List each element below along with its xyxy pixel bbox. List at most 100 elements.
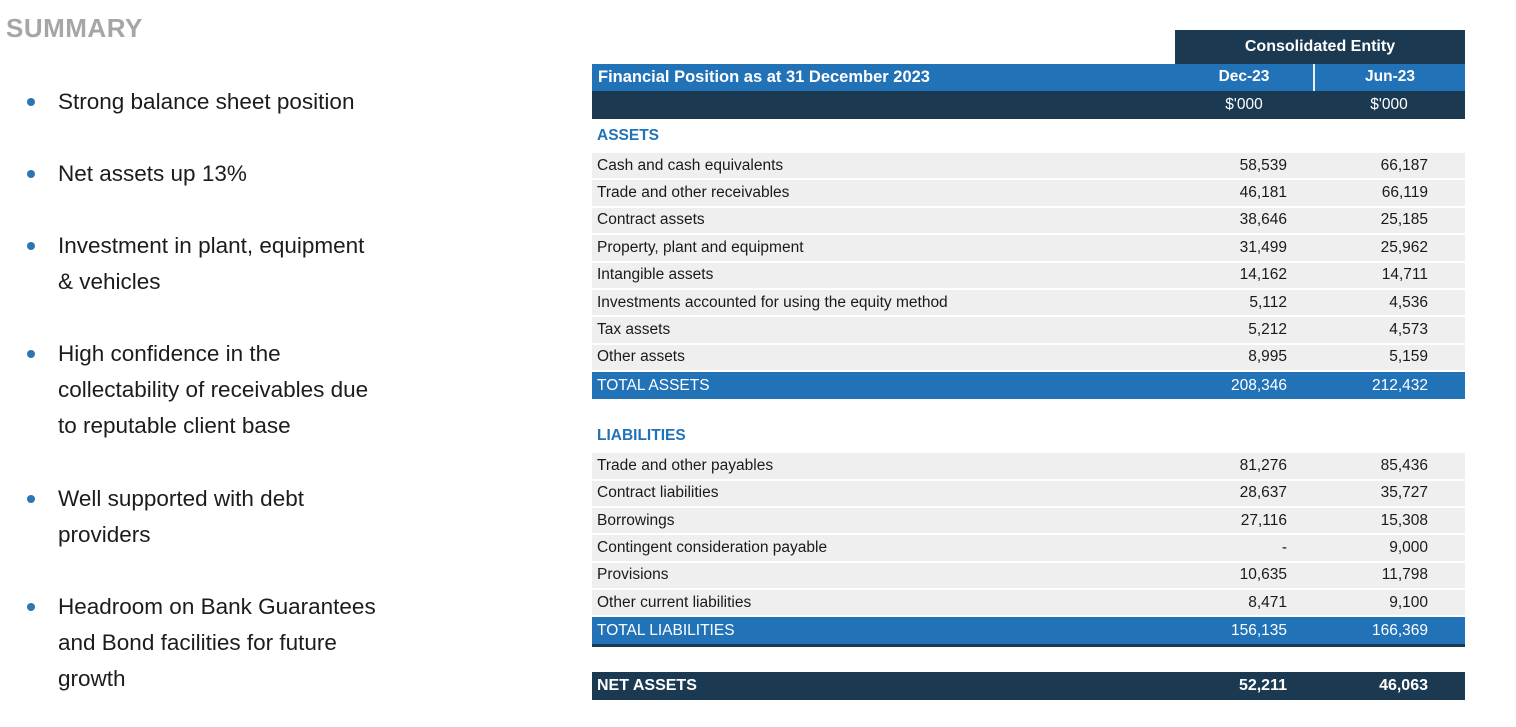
row-value-jun: 25,185 (1380, 211, 1428, 229)
row-label: Investments accounted for using the equi… (597, 293, 948, 311)
units-jun: $'000 (1370, 96, 1408, 113)
table-row: Property, plant and equipment 31,499 25,… (592, 235, 1465, 263)
table-row: Provisions 10,635 11,798 (592, 562, 1465, 591)
column-header-dec: Dec-23 (1218, 68, 1270, 85)
row-value-jun: 66,119 (1381, 184, 1428, 202)
row-value-dec: 27,116 (1240, 511, 1287, 529)
list-item: High confidence in the collectability of… (27, 336, 368, 444)
row-value-dec: 5,112 (1249, 293, 1287, 311)
net-assets-label: NET ASSETS (597, 676, 697, 694)
table-row: Trade and other payables 81,276 85,436 (592, 453, 1465, 481)
table-row: Other current liabilities 8,471 9,100 (592, 590, 1465, 618)
section-gap (592, 647, 1465, 672)
row-value-jun: 85,436 (1380, 456, 1428, 474)
row-value-jun: 25,962 (1380, 238, 1428, 256)
row-value-dec: 38,646 (1239, 211, 1287, 229)
row-label: Other current liabilities (597, 593, 752, 611)
entity-header-row: Consolidated Entity (592, 30, 1465, 64)
list-item: Strong balance sheet position (27, 84, 354, 120)
row-label: Contract assets (597, 211, 705, 229)
row-value-jun: 66,187 (1380, 156, 1428, 174)
row-value-dec: 46,181 (1239, 184, 1287, 202)
row-value-dec: 14,162 (1239, 266, 1287, 284)
row-value-dec: - (1281, 538, 1287, 556)
row-value-dec: 31,499 (1239, 238, 1287, 256)
section-gap (592, 399, 1465, 419)
table-row: Contract liabilities 28,637 35,727 (592, 480, 1465, 508)
net-assets-row: NET ASSETS 52,211 46,063 (592, 671, 1465, 700)
row-value-jun: 4,573 (1389, 321, 1428, 339)
row-label: Other assets (597, 348, 685, 366)
list-item: Headroom on Bank Guarantees and Bond fac… (27, 589, 376, 697)
entity-header: Consolidated Entity (1175, 30, 1465, 64)
total-value-dec: 156,135 (1230, 621, 1287, 639)
row-value-jun: 5,159 (1389, 348, 1428, 366)
table-row: Trade and other receivables 46,181 66,11… (592, 180, 1465, 208)
total-liabilities-row: TOTAL LIABILITIES 156,135 166,369 (592, 617, 1465, 645)
row-label: Contract liabilities (597, 484, 719, 502)
row-label: Intangible assets (597, 266, 714, 284)
row-label: Provisions (597, 566, 669, 584)
table-row: Contract assets 38,646 25,185 (592, 207, 1465, 236)
total-label: TOTAL LIABILITIES (597, 621, 735, 639)
bullet-icon (27, 242, 35, 250)
row-value-dec: 58,539 (1239, 156, 1287, 174)
list-item: Well supported with debt providers (27, 481, 304, 553)
total-label: TOTAL ASSETS (597, 376, 710, 394)
row-label: Trade and other payables (597, 456, 774, 474)
table-row: Other assets 8,995 5,159 (592, 344, 1465, 373)
table-row: Intangible assets 14,162 14,711 (592, 262, 1465, 290)
total-liabilities-underline (592, 644, 1465, 647)
row-value-dec: 8,471 (1248, 593, 1287, 611)
bullet-text: Well supported with debt providers (58, 486, 304, 547)
row-label: Contingent consideration payable (597, 538, 828, 556)
bullet-text: Headroom on Bank Guarantees and Bond fac… (58, 594, 376, 691)
bullet-icon (27, 603, 35, 611)
row-value-jun: 14,711 (1381, 266, 1428, 284)
list-item: Investment in plant, equipment & vehicle… (27, 228, 364, 300)
table-row: Investments accounted for using the equi… (592, 289, 1465, 318)
bullet-icon (27, 495, 35, 503)
row-value-jun: 9,100 (1389, 593, 1428, 611)
total-assets-row: TOTAL ASSETS 208,346 212,432 (592, 372, 1465, 400)
row-value-dec: 28,637 (1239, 484, 1287, 502)
financial-position-table: Consolidated Entity Financial Position a… (592, 30, 1465, 700)
row-value-dec: 81,276 (1239, 456, 1287, 474)
row-label: Trade and other receivables (597, 184, 790, 202)
section-header-liabilities: LIABILITIES (597, 427, 686, 445)
row-value-dec: 5,212 (1248, 321, 1287, 339)
bullet-text: Strong balance sheet position (58, 89, 355, 114)
table-row: Cash and cash equivalents 58,539 66,187 (592, 153, 1465, 181)
row-value-jun: 11,798 (1381, 566, 1428, 584)
row-label: Property, plant and equipment (597, 238, 804, 256)
table-title-row: Financial Position as at 31 December 202… (592, 64, 1465, 91)
table-row: Borrowings 27,116 15,308 (592, 507, 1465, 536)
total-value-jun: 212,432 (1371, 376, 1428, 394)
row-value-dec: 8,995 (1248, 348, 1287, 366)
row-value-jun: 4,536 (1389, 293, 1428, 311)
row-value-dec: 10,635 (1239, 566, 1287, 584)
row-value-jun: 15,308 (1380, 511, 1428, 529)
bullet-text: Investment in plant, equipment & vehicle… (58, 233, 365, 294)
row-value-jun: 9,000 (1389, 538, 1428, 556)
bullet-icon (27, 170, 35, 178)
total-value-jun: 166,369 (1371, 621, 1428, 639)
row-value-jun: 35,727 (1380, 484, 1428, 502)
bullet-text: Net assets up 13% (58, 161, 247, 186)
units-row: $'000 $'000 (592, 91, 1465, 119)
bullet-icon (27, 350, 35, 358)
table-title: Financial Position as at 31 December 202… (598, 68, 930, 86)
table-row: Tax assets 5,212 4,573 (592, 317, 1465, 345)
row-label: Tax assets (597, 321, 671, 339)
bullet-icon (27, 98, 35, 106)
total-value-dec: 208,346 (1230, 376, 1287, 394)
units-dec: $'000 (1225, 96, 1263, 113)
table-row: Contingent consideration payable - 9,000 (592, 535, 1465, 563)
units-spacer (592, 91, 1175, 119)
summary-heading: SUMMARY (6, 13, 143, 43)
net-assets-value-dec: 52,211 (1238, 676, 1287, 694)
row-label: Borrowings (597, 511, 675, 529)
section-header-assets: ASSETS (597, 127, 660, 144)
row-label: Cash and cash equivalents (597, 156, 784, 174)
